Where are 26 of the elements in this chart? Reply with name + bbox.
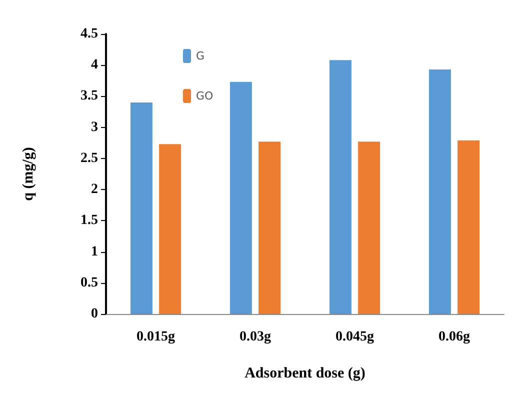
x-tick-label: 0.045g bbox=[336, 330, 374, 344]
y-tick-label: 1 bbox=[91, 244, 98, 260]
y-tick-label: 3 bbox=[91, 120, 98, 135]
legend-label: G bbox=[196, 50, 205, 62]
y-tick-label: 4.5 bbox=[80, 26, 98, 42]
y-tick-label: 2 bbox=[91, 182, 98, 198]
bar bbox=[130, 102, 152, 314]
bar bbox=[428, 69, 451, 314]
y-tick-label: 0.5 bbox=[80, 275, 98, 290]
x-axis-title: Adsorbent dose (g) bbox=[244, 366, 366, 382]
y-tick-label: 3.5 bbox=[80, 88, 98, 104]
y-tick-label: 1.5 bbox=[80, 213, 98, 228]
legend-label: GO bbox=[196, 90, 214, 102]
x-tick-label: 0.06g bbox=[438, 330, 470, 344]
y-tick-label: 0 bbox=[91, 306, 98, 322]
x-tick-label: 0.015g bbox=[136, 330, 175, 344]
bar bbox=[358, 142, 380, 314]
y-tick-label: 2.5 bbox=[80, 150, 98, 166]
bar bbox=[329, 60, 352, 314]
bar bbox=[159, 144, 182, 314]
bar bbox=[458, 140, 480, 314]
bar bbox=[230, 82, 252, 314]
y-tick-label: 4 bbox=[91, 58, 98, 73]
y-axis-title: q (mg/g) bbox=[20, 147, 36, 201]
x-tick-label: 0.03g bbox=[240, 330, 271, 344]
bar bbox=[258, 142, 281, 314]
